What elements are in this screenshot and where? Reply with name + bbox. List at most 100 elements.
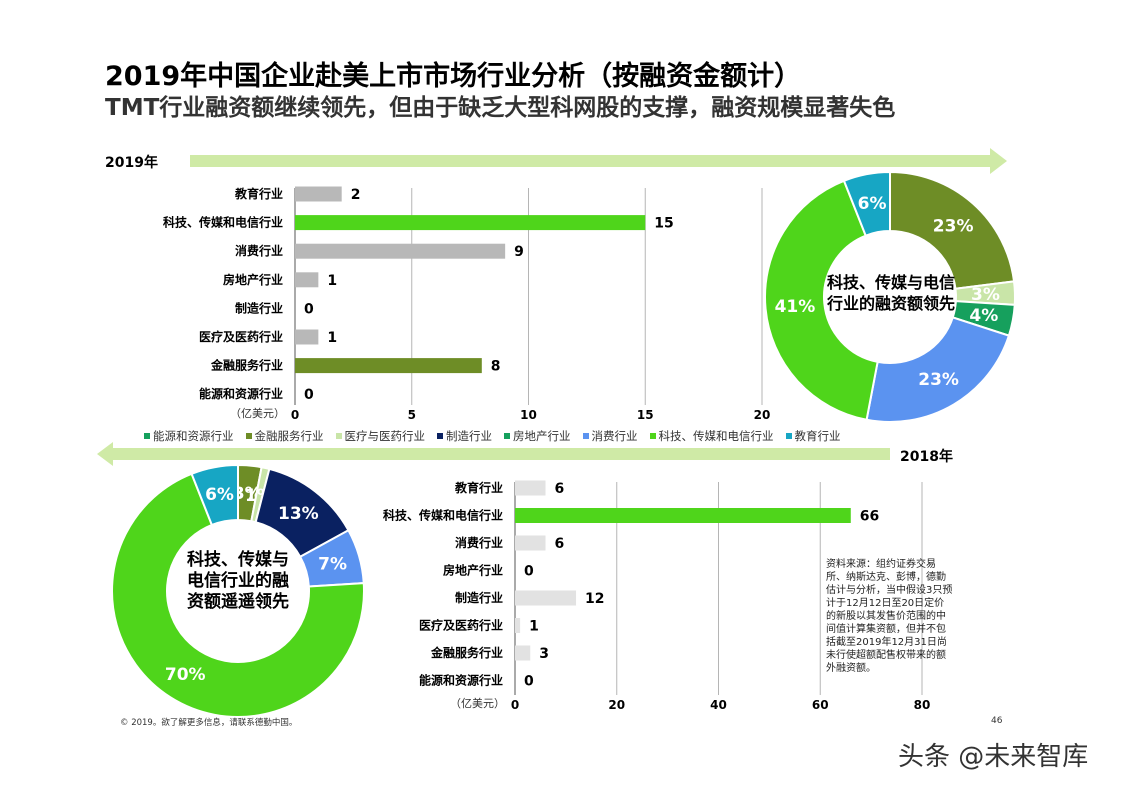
category-label: 科技、传媒和电信行业 bbox=[163, 215, 283, 230]
year-2019-label: 2019年 bbox=[105, 155, 158, 171]
donut-slice-label: 23% bbox=[918, 370, 959, 390]
legend-label: 教育行业 bbox=[794, 429, 841, 443]
x-tick-label: 20 bbox=[754, 408, 771, 422]
legend-label: 医疗与医药行业 bbox=[344, 429, 426, 443]
bar bbox=[515, 480, 546, 496]
legend-label: 能源和资源行业 bbox=[153, 429, 234, 443]
x-tick-label: 15 bbox=[637, 408, 654, 422]
donut-slice-label: 70% bbox=[165, 665, 206, 685]
bar bbox=[295, 243, 506, 259]
donut-chart-2019: 23% 3%4% 23% 41% 6% bbox=[764, 170, 1016, 423]
legend-item: 消费行业 bbox=[582, 428, 638, 444]
arrow-2019-banner bbox=[190, 148, 1007, 174]
donut-slice-label: 3% bbox=[971, 285, 1000, 305]
donut-slice bbox=[842, 170, 891, 237]
page-title: 2019年中国企业赴美上市市场行业分析（按融资金额计） bbox=[105, 61, 802, 92]
bar-value-label: 0 bbox=[524, 564, 534, 580]
donut-slice-label: 6% bbox=[205, 485, 234, 505]
bar bbox=[515, 645, 531, 661]
bar bbox=[515, 535, 546, 551]
category-label: 金融服务行业 bbox=[430, 645, 503, 660]
bar-chart-2018: 0 20 40 60 80 （亿美元） 教育行业 6 科技、传媒和电信行业 66 消费行业 6 房地产行… bbox=[383, 480, 931, 712]
x-tick-label: 40 bbox=[710, 698, 727, 712]
donut-slice bbox=[190, 463, 239, 527]
bar-value-label: 1 bbox=[327, 330, 337, 346]
category-label: 能源和资源行业 bbox=[199, 386, 283, 401]
category-label: 金融服务行业 bbox=[210, 358, 283, 373]
bar bbox=[515, 508, 851, 523]
category-label: 医疗及医药行业 bbox=[199, 329, 283, 344]
legend-swatch bbox=[437, 433, 443, 439]
x-tick-label: 5 bbox=[408, 408, 416, 422]
donut-2019-center-text: 科技、传媒与电信行业的融资额领先 bbox=[826, 273, 955, 313]
legend-item: 能源和资源行业 bbox=[144, 428, 234, 444]
donut-slice-label: 4% bbox=[969, 306, 998, 326]
legend-swatch bbox=[582, 433, 589, 439]
category-label: 科技、传媒和电信行业 bbox=[383, 508, 503, 523]
bar-value-label: 1 bbox=[327, 273, 337, 289]
category-label: 消费行业 bbox=[235, 243, 283, 258]
x-tick-label: 0 bbox=[291, 408, 299, 422]
legend-item: 房地产行业 bbox=[504, 428, 571, 444]
bar-value-label: 3 bbox=[539, 646, 549, 662]
donut-slice-label: 41% bbox=[775, 297, 816, 317]
category-label: 制造行业 bbox=[235, 300, 283, 315]
legend-item: 医疗与医药行业 bbox=[335, 428, 426, 444]
donut-slice-label: 23% bbox=[933, 216, 974, 236]
x-tick-label: 10 bbox=[520, 408, 537, 422]
bar bbox=[515, 590, 577, 606]
legend-label: 制造行业 bbox=[446, 429, 492, 443]
x-axis-label: （亿美元） bbox=[450, 697, 505, 710]
donut-slice bbox=[111, 472, 365, 718]
legend-swatch bbox=[649, 433, 656, 439]
year-2018-label: 2018年 bbox=[900, 449, 953, 465]
donut-slice bbox=[764, 179, 879, 421]
bar-value-label: 2 bbox=[351, 187, 361, 203]
bar bbox=[295, 329, 319, 345]
x-tick-label: 80 bbox=[914, 698, 931, 712]
bar-value-label: 12 bbox=[585, 591, 604, 607]
bar bbox=[295, 215, 646, 231]
legend-swatch bbox=[504, 433, 510, 439]
donut-slice-label: 13% bbox=[278, 504, 319, 524]
legend-label: 金融服务行业 bbox=[254, 429, 324, 443]
legend-item: 制造行业 bbox=[437, 428, 492, 444]
bar bbox=[515, 618, 521, 633]
page-number: 46 bbox=[991, 716, 1003, 726]
donut-slice-label: 7% bbox=[318, 555, 347, 575]
copyright-text: © 2019。欲了解更多信息，请联系德勤中国。 bbox=[120, 718, 298, 728]
category-label: 消费行业 bbox=[455, 535, 503, 550]
page-subtitle: TMT行业融资额继续领先，但由于缺乏大型科网股的支撑，融资规模显著失色 bbox=[105, 95, 896, 121]
x-tick-label: 20 bbox=[608, 698, 625, 712]
donut-slice bbox=[865, 316, 1011, 423]
bar bbox=[295, 272, 319, 288]
legend-label: 消费行业 bbox=[591, 429, 638, 443]
category-label: 房地产行业 bbox=[443, 563, 503, 578]
category-label: 房地产行业 bbox=[223, 272, 283, 287]
arrow-2018-banner bbox=[97, 442, 890, 466]
watermark-text: 头条 @未来智库 bbox=[898, 742, 1089, 772]
bar-value-label: 6 bbox=[555, 481, 565, 497]
bar-value-label: 66 bbox=[860, 509, 879, 525]
legend-item: 教育行业 bbox=[785, 428, 841, 444]
legend-swatch bbox=[335, 433, 342, 439]
donut-slice bbox=[889, 170, 1016, 290]
bar-value-label: 9 bbox=[514, 244, 524, 260]
legend-swatch bbox=[144, 433, 150, 439]
bar-value-label: 6 bbox=[555, 536, 565, 552]
bar-value-label: 1 bbox=[529, 619, 539, 635]
legend-label: 房地产行业 bbox=[513, 429, 571, 443]
bar bbox=[295, 186, 342, 202]
legend-label: 科技、传媒和电信行业 bbox=[658, 429, 774, 443]
bar-value-label: 0 bbox=[524, 674, 534, 690]
category-label: 教育行业 bbox=[234, 186, 283, 201]
donut-slice-label: 3% bbox=[233, 484, 262, 504]
legend: 能源和资源行业 金融服务行业 医疗与医药行业 制造行业 房地产行业 消费行业 科技、传媒和电… bbox=[144, 428, 853, 444]
bar-value-label: 0 bbox=[304, 301, 314, 317]
x-tick-label: 60 bbox=[812, 698, 829, 712]
x-axis-label: （亿美元） bbox=[230, 407, 285, 420]
category-label: 能源和资源行业 bbox=[419, 673, 503, 688]
donut-chart-2018: 3%1%13%7%70%6% bbox=[111, 463, 365, 718]
legend-item: 科技、传媒和电信行业 bbox=[649, 428, 774, 444]
